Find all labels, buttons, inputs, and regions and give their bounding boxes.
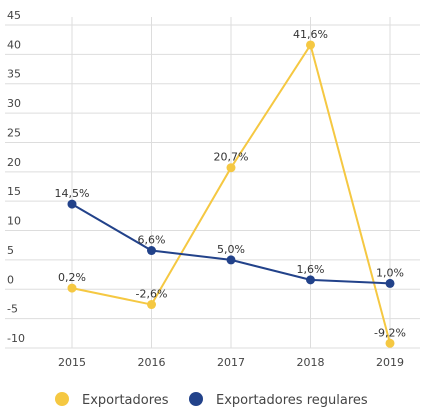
y-tick-label: -10	[7, 332, 25, 345]
data-label: 20,7%	[214, 151, 249, 164]
data-label: 1,0%	[376, 266, 404, 279]
legend-marker	[189, 392, 203, 406]
data-label: 0,2%	[58, 271, 86, 284]
data-label: -2,6%	[136, 288, 168, 301]
data-label: 1,6%	[297, 263, 325, 276]
y-tick-label: 5	[7, 244, 14, 257]
y-tick-label: 25	[7, 126, 21, 139]
legend-label: Exportadores	[82, 393, 169, 408]
data-label: 5,0%	[217, 243, 245, 256]
data-point	[226, 163, 236, 173]
data-point	[385, 278, 395, 288]
data-point	[147, 246, 156, 256]
data-label: 41,6%	[293, 28, 328, 41]
x-tick-label: 2016	[138, 356, 166, 369]
y-tick-label: 40	[7, 38, 21, 51]
data-label: 6,6%	[138, 234, 166, 247]
y-tick-label: 15	[7, 185, 21, 198]
y-tick-label: 10	[7, 215, 21, 228]
y-tick-label: 0	[7, 273, 14, 286]
x-tick-label: 2017	[217, 356, 245, 369]
data-point	[306, 40, 315, 50]
y-tick-label: -5	[7, 303, 18, 316]
x-tick-label: 2018	[297, 356, 325, 369]
data-point	[226, 255, 236, 265]
y-tick-label: 30	[7, 97, 21, 110]
x-tick-label: 2015	[58, 356, 86, 369]
data-point	[67, 199, 77, 209]
data-label: -9,2%	[374, 326, 406, 339]
y-tick-label: 35	[7, 68, 21, 81]
y-tick-label: 20	[7, 156, 21, 169]
data-label: 14,5%	[55, 187, 90, 200]
data-point	[147, 300, 156, 310]
data-point	[67, 283, 77, 293]
data-point	[385, 338, 395, 348]
y-tick-label: 45	[7, 9, 21, 22]
data-point	[306, 275, 315, 285]
x-tick-label: 2019	[376, 356, 404, 369]
legend-marker	[55, 392, 69, 406]
legend-label: Exportadores regulares	[216, 393, 368, 408]
